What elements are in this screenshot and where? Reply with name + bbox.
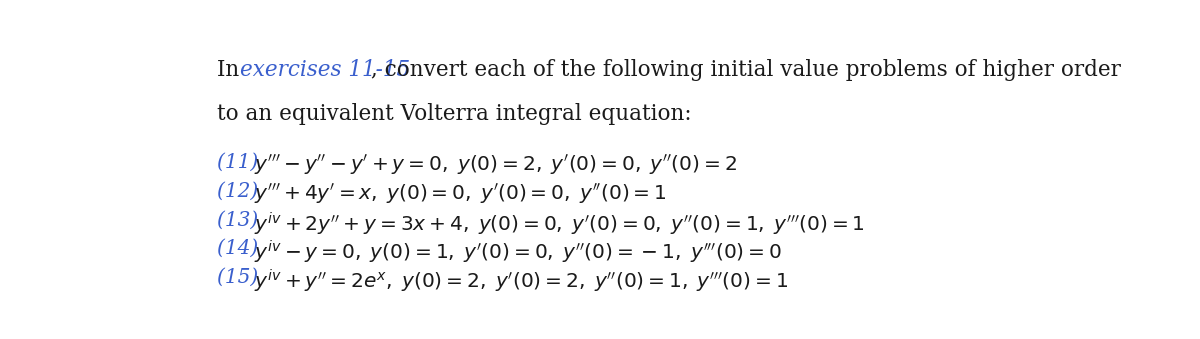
Text: (12): (12) bbox=[217, 182, 264, 201]
Text: $y^{iv} + y'' = 2e^{x},\; y(0) = 2,\; y'(0) = 2,\; y''(0) = 1,\; y'''(0) = 1$: $y^{iv} + y'' = 2e^{x},\; y(0) = 2,\; y'… bbox=[254, 268, 788, 295]
Text: $y'''+ 4y' = x,\; y(0) = 0,\; y'(0) = 0,\; y''(0) = 1$: $y'''+ 4y' = x,\; y(0) = 0,\; y'(0) = 0,… bbox=[254, 182, 666, 206]
Text: (11): (11) bbox=[217, 153, 264, 172]
Text: In: In bbox=[217, 59, 246, 81]
Text: $y^{iv} + 2y'' + y = 3x + 4,\; y(0) = 0,\; y'(0) = 0,\; y''(0) = 1,\; y'''(0) = : $y^{iv} + 2y'' + y = 3x + 4,\; y(0) = 0,… bbox=[254, 210, 865, 238]
Text: (13): (13) bbox=[217, 210, 264, 230]
Text: $y''' - y'' - y' + y = 0,\; y(0) = 2,\; y'(0) = 0,\; y''(0) = 2$: $y''' - y'' - y' + y = 0,\; y(0) = 2,\; … bbox=[254, 153, 737, 177]
Text: (15): (15) bbox=[217, 268, 264, 287]
Text: $y^{iv} - y = 0,\; y(0) = 1,\; y'(0) = 0,\; y''(0) = -1,\; y'''(0) = 0$: $y^{iv} - y = 0,\; y(0) = 1,\; y'(0) = 0… bbox=[254, 239, 782, 266]
Text: , convert each of the following initial value problems of higher order: , convert each of the following initial … bbox=[371, 59, 1121, 81]
Text: to an equivalent Volterra integral equation:: to an equivalent Volterra integral equat… bbox=[217, 103, 691, 125]
Text: (14): (14) bbox=[217, 239, 264, 258]
Text: exercises 11-15: exercises 11-15 bbox=[240, 59, 409, 81]
